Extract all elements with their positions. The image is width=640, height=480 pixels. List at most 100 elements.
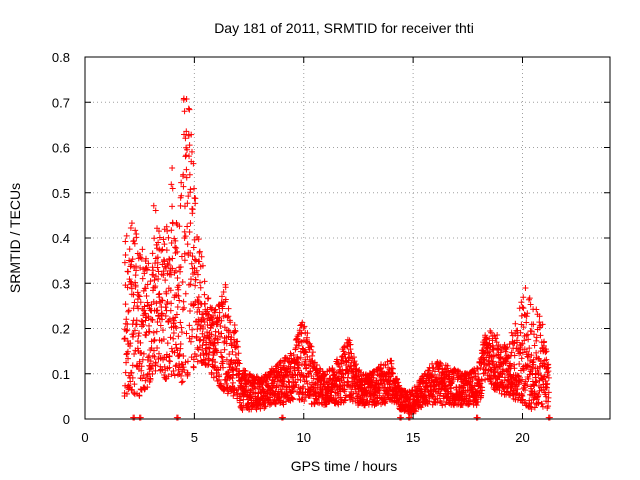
data-point xyxy=(289,396,296,403)
data-point xyxy=(234,338,241,345)
data-point xyxy=(412,405,419,412)
data-point xyxy=(152,283,159,290)
data-point xyxy=(242,388,249,395)
data-point xyxy=(168,300,175,307)
data-point xyxy=(144,371,151,378)
data-point xyxy=(173,362,180,369)
data-point xyxy=(151,277,158,284)
data-point xyxy=(542,383,549,390)
data-point xyxy=(499,366,506,373)
data-point xyxy=(218,317,225,324)
data-point xyxy=(187,186,194,193)
data-point xyxy=(201,291,208,298)
data-point xyxy=(182,135,189,142)
data-point xyxy=(192,195,199,202)
data-point xyxy=(488,329,495,336)
data-point xyxy=(169,265,176,272)
y-tick-label: 0.8 xyxy=(52,50,70,65)
data-point xyxy=(517,344,524,351)
data-point xyxy=(290,352,297,359)
data-point xyxy=(178,253,185,260)
data-point xyxy=(210,374,217,381)
data-point xyxy=(190,160,197,167)
data-point xyxy=(121,259,128,266)
data-point xyxy=(170,330,177,337)
data-point xyxy=(123,316,130,323)
data-point xyxy=(175,286,182,293)
data-point xyxy=(169,185,176,192)
data-point xyxy=(514,327,521,334)
data-point xyxy=(539,321,546,328)
data-point xyxy=(508,349,515,356)
data-point xyxy=(140,350,147,357)
data-point xyxy=(154,344,161,351)
data-point xyxy=(523,332,530,339)
data-point xyxy=(150,347,157,354)
data-point xyxy=(193,353,200,360)
data-point xyxy=(361,396,368,403)
data-point xyxy=(180,298,187,305)
data-point xyxy=(183,166,190,173)
data-point xyxy=(525,354,532,361)
data-point xyxy=(219,354,226,361)
data-point xyxy=(122,369,129,376)
data-point xyxy=(175,282,182,289)
data-point xyxy=(180,353,187,360)
data-point xyxy=(235,350,242,357)
data-point xyxy=(162,277,169,284)
y-tick-label: 0.2 xyxy=(52,322,70,337)
data-point xyxy=(442,376,449,383)
y-tick-label: 0.6 xyxy=(52,141,70,156)
data-point xyxy=(231,322,238,329)
x-tick-label: 15 xyxy=(406,430,420,445)
data-point xyxy=(302,348,309,355)
data-point xyxy=(137,339,144,346)
data-point xyxy=(184,369,191,376)
data-point xyxy=(544,380,551,387)
data-point xyxy=(341,386,348,393)
data-point xyxy=(180,183,187,190)
data-point xyxy=(129,256,136,263)
data-point xyxy=(226,351,233,358)
data-point xyxy=(542,349,549,356)
data-point xyxy=(184,358,191,365)
data-point xyxy=(511,387,518,394)
data-point xyxy=(352,386,359,393)
data-point xyxy=(155,268,162,275)
data-point xyxy=(164,228,171,235)
data-point xyxy=(236,393,243,400)
data-point xyxy=(523,313,530,320)
data-point xyxy=(528,388,535,395)
data-point xyxy=(174,274,181,281)
data-point xyxy=(508,329,515,336)
data-point xyxy=(189,253,196,260)
data-point xyxy=(178,179,185,186)
data-point xyxy=(220,358,227,365)
data-point xyxy=(168,271,175,278)
data-point xyxy=(437,360,444,367)
data-point xyxy=(300,383,307,390)
data-point xyxy=(336,385,343,392)
data-point xyxy=(131,240,138,247)
data-point xyxy=(194,271,201,278)
data-point xyxy=(520,324,527,331)
data-point xyxy=(312,381,319,388)
data-point xyxy=(186,322,193,329)
data-point xyxy=(216,309,223,316)
data-point xyxy=(348,350,355,357)
data-point xyxy=(229,348,236,355)
data-point xyxy=(426,398,433,405)
data-point xyxy=(541,338,548,345)
data-point xyxy=(195,293,202,300)
data-point xyxy=(230,392,237,399)
axis-ticks: 0 5 10 15 20 0 0.1 0.2 0.3 0.4 0.5 0.6 0.7 0.8 xyxy=(52,50,610,445)
data-point xyxy=(539,401,546,408)
data-point xyxy=(252,385,259,392)
data-point xyxy=(381,380,388,387)
data-point xyxy=(520,367,527,374)
data-point xyxy=(439,402,446,409)
data-point xyxy=(126,383,133,390)
data-point xyxy=(214,339,221,346)
data-point xyxy=(223,356,230,363)
data-point xyxy=(222,296,229,303)
